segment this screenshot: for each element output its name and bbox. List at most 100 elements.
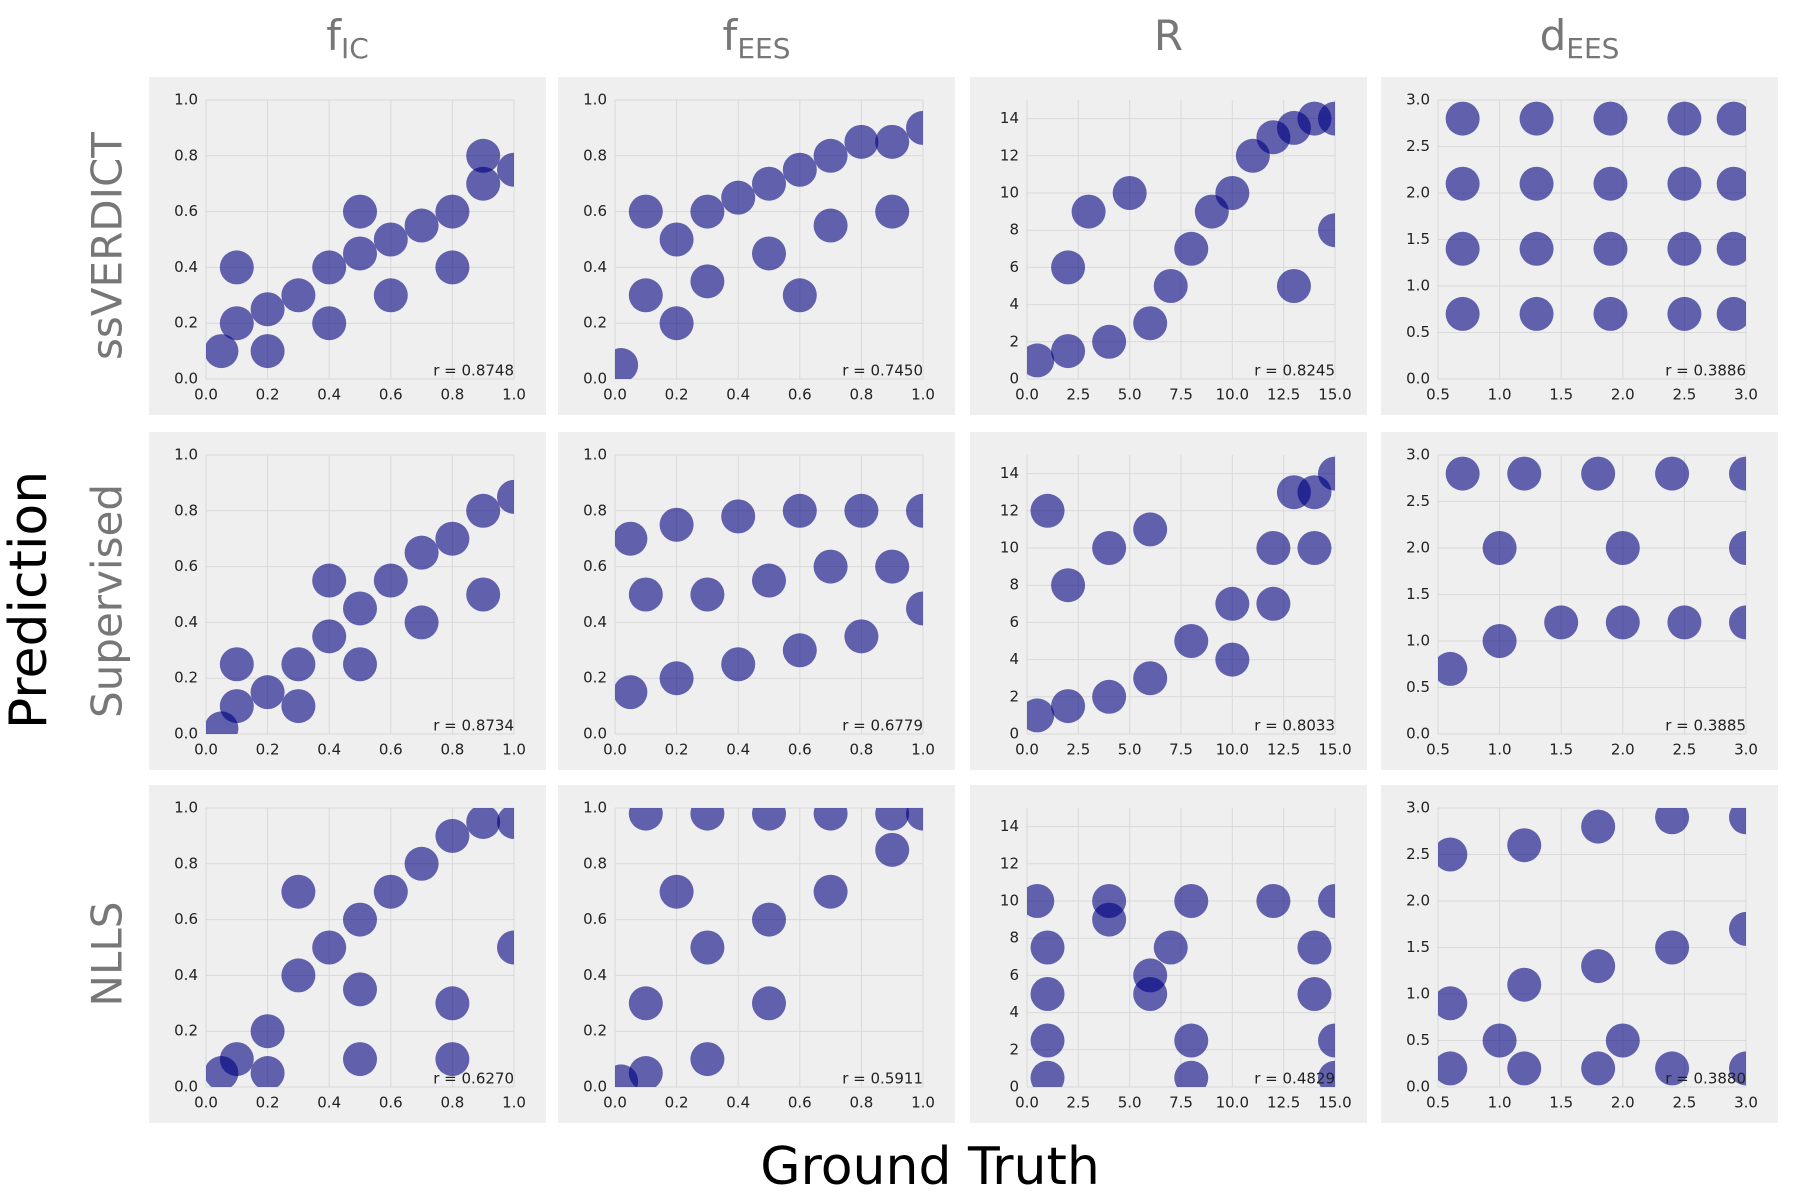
scatter-cloud [1438, 808, 1746, 1086]
x-tick-label: 5.0 [1118, 386, 1142, 404]
scatter-point [721, 180, 756, 215]
column-title: fEES [723, 11, 791, 66]
scatter-point [1581, 809, 1616, 844]
scatter-point [659, 874, 694, 909]
scatter-point [1655, 1051, 1690, 1086]
scatter-point [1174, 884, 1209, 918]
correlation-annotation: r = 0.6779 [842, 717, 923, 735]
scatter-point [1092, 531, 1127, 565]
y-tick-label: 0.0 [1406, 370, 1430, 388]
scatter-point [1729, 605, 1746, 640]
x-tick-label: 0.8 [440, 741, 464, 759]
x-tick-label: 1.0 [911, 741, 935, 759]
x-tick-label: 0.0 [603, 741, 627, 759]
x-tick-label: 12.5 [1267, 386, 1300, 404]
scatter-point [435, 986, 470, 1021]
scatter-point [721, 647, 756, 682]
scatter-point [1438, 651, 1468, 686]
scatter-point [628, 808, 663, 831]
y-tick-label: 0.4 [174, 966, 198, 984]
x-tick-label: 1.0 [1488, 386, 1512, 404]
correlation-annotation: r = 0.8734 [433, 717, 514, 735]
panel-background [1381, 432, 1778, 770]
column-title-main: f [723, 11, 739, 60]
scatter-point [844, 493, 879, 528]
scatter-point [343, 902, 377, 937]
y-tick-label: 0.5 [1406, 678, 1430, 696]
x-tick-label: 0.6 [788, 386, 812, 404]
column-title: R [1154, 11, 1183, 60]
correlation-annotation: r = 0.8033 [1254, 717, 1335, 735]
y-tick-label: 1.0 [174, 446, 198, 464]
y-tick-label: 0.4 [583, 258, 607, 276]
y-tick-label: 1.5 [1406, 230, 1430, 248]
y-tick-label: 0.0 [583, 370, 607, 388]
scatter-point [343, 591, 377, 626]
scatter-point [690, 930, 725, 965]
x-tick-label: 3.0 [1734, 386, 1758, 404]
scatter-point [1593, 166, 1628, 201]
scatter-point [875, 124, 910, 159]
scatter-point [312, 250, 347, 285]
scatter-point [312, 930, 347, 965]
scatter-point [219, 250, 254, 285]
scatter-point [1729, 1051, 1746, 1086]
x-tick-label: 2.0 [1611, 1094, 1635, 1112]
scatter-point [404, 605, 439, 640]
scatter-point [281, 689, 316, 724]
y-tick-label: 0.8 [174, 501, 198, 519]
row-label: Supervised [83, 484, 132, 718]
scatter-point [1593, 296, 1628, 331]
x-tick-label: 7.5 [1169, 386, 1193, 404]
x-tick-label: 0.8 [849, 1094, 873, 1112]
y-tick-label: 12 [1000, 501, 1019, 519]
scatter-point [466, 138, 501, 173]
y-tick-label: 4 [1009, 650, 1019, 668]
x-tick-label: 10.0 [1216, 386, 1249, 404]
x-tick-label: 0.6 [379, 386, 403, 404]
scatter-point [906, 110, 923, 145]
scatter-point [373, 222, 408, 257]
scatter-point [343, 194, 377, 229]
scatter-point [1507, 456, 1542, 491]
x-tick-label: 0.0 [1015, 1094, 1039, 1112]
scatter-point [752, 236, 786, 271]
scatter-point [1030, 1060, 1065, 1087]
scatter-point [1655, 808, 1690, 835]
scatter-point [752, 563, 786, 598]
scatter-point [435, 1042, 470, 1077]
scatter-point [1318, 213, 1335, 248]
scatter-point [1318, 1060, 1335, 1087]
scatter-point [1027, 698, 1055, 733]
correlation-annotation: r = 0.7450 [842, 362, 923, 380]
x-tick-label: 2.5 [1066, 386, 1090, 404]
column-title-main: f [326, 11, 342, 60]
x-tick-label: 7.5 [1169, 741, 1193, 759]
x-tick-label: 0.2 [256, 741, 280, 759]
x-tick-label: 5.0 [1118, 1094, 1142, 1112]
scatter-point [615, 521, 648, 556]
scatter-point [1519, 296, 1554, 331]
y-tick-label: 0 [1009, 725, 1019, 743]
scatter-point [875, 194, 910, 229]
scatter-point [615, 675, 648, 710]
scatter-point [1133, 306, 1168, 341]
scatter-point [1112, 176, 1147, 210]
scatter-point [1153, 269, 1188, 303]
scatter-cloud [206, 808, 514, 1087]
y-tick-label: 0.6 [583, 910, 607, 928]
scatter-point [813, 138, 848, 173]
y-tick-label: 2 [1009, 1040, 1019, 1058]
correlation-annotation: r = 0.3886 [1665, 362, 1746, 380]
x-tick-label: 2.5 [1672, 386, 1696, 404]
scatter-point [628, 194, 663, 229]
correlation-annotation: r = 0.6270 [433, 1070, 514, 1088]
scatter-point [1297, 977, 1332, 1011]
scatter-point [1655, 456, 1690, 491]
scatter-point [1729, 911, 1746, 946]
y-tick-label: 14 [1000, 109, 1019, 127]
y-tick-label: 12 [1000, 146, 1019, 164]
row-label: NLLS [83, 902, 132, 1007]
scatter-point [1030, 1023, 1065, 1058]
column-title: dEES [1540, 11, 1620, 66]
